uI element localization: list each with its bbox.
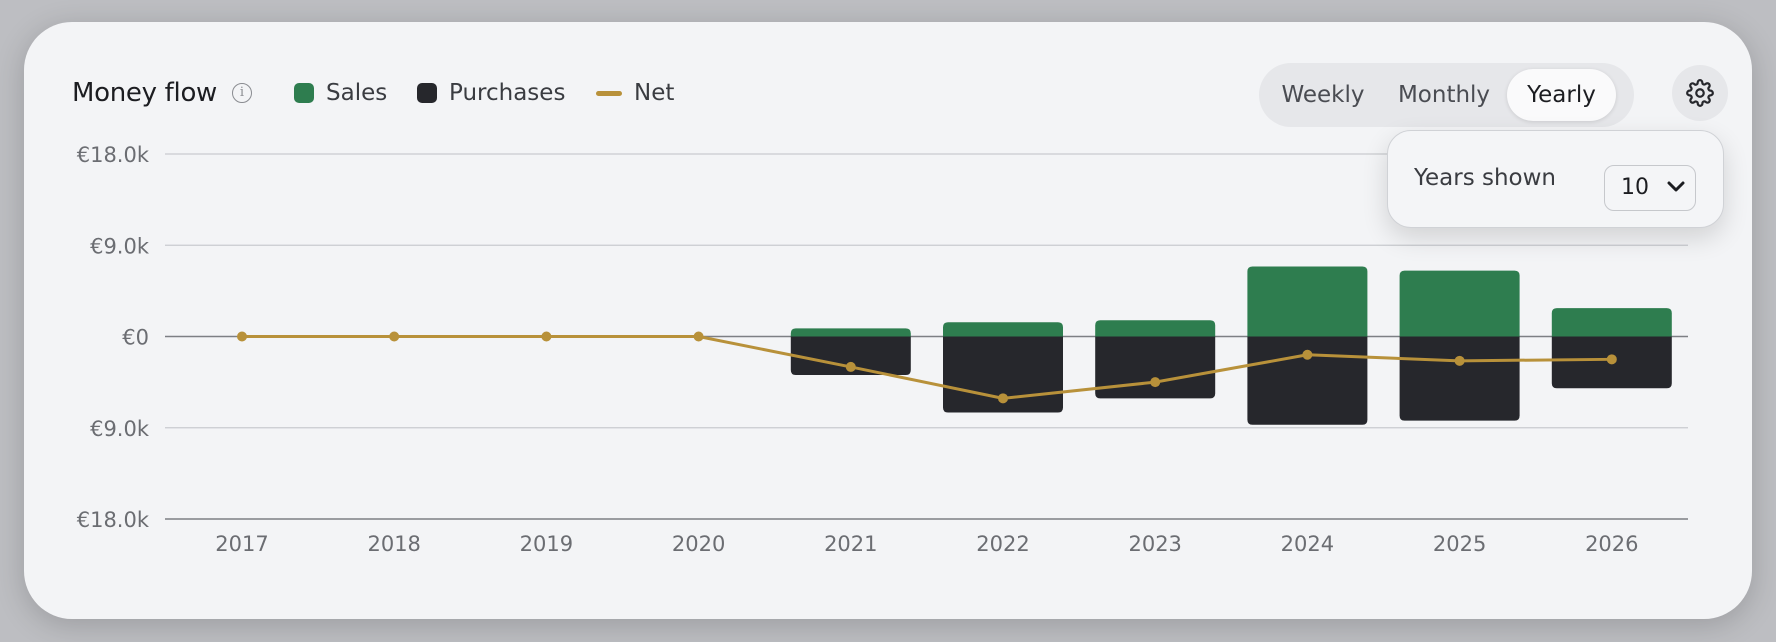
period-weekly-button[interactable]: Weekly <box>1281 82 1365 108</box>
x-tick-label: 2021 <box>824 532 877 556</box>
chart-title: Money flow <box>72 78 218 108</box>
legend-item-purchases[interactable]: Purchases <box>417 80 565 106</box>
chevron-down-icon <box>1667 181 1685 192</box>
y-tick-label: €9.0k <box>90 417 150 441</box>
y-tick-label: €18.0k <box>77 508 150 532</box>
y-tick-label: €0 <box>122 326 149 350</box>
legend-item-sales[interactable]: Sales <box>294 80 387 106</box>
net-point <box>693 331 704 342</box>
x-tick-label: 2024 <box>1281 532 1334 556</box>
purchases-bar <box>1095 336 1216 399</box>
info-icon[interactable]: i <box>232 83 252 103</box>
sales-bar <box>790 328 911 337</box>
period-monthly-button[interactable]: Monthly <box>1397 82 1491 108</box>
years-shown-value: 10 <box>1621 175 1649 200</box>
x-tick-label: 2019 <box>520 532 573 556</box>
net-point <box>1302 349 1313 360</box>
years-shown-select[interactable]: 10 <box>1604 165 1696 211</box>
legend-label-net: Net <box>634 80 675 106</box>
sales-swatch <box>294 83 314 103</box>
x-tick-label: 2018 <box>367 532 420 556</box>
net-point <box>237 331 247 342</box>
x-tick-label: 2025 <box>1433 532 1486 556</box>
y-tick-label: €18.0k <box>77 143 150 167</box>
legend-label-sales: Sales <box>326 80 388 106</box>
period-toggle: Weekly Monthly Yearly <box>1259 63 1634 127</box>
purchases-bar <box>790 336 911 376</box>
years-shown-label: Years shown <box>1414 165 1557 191</box>
x-tick-label: 2026 <box>1585 532 1638 556</box>
net-swatch <box>596 90 622 96</box>
legend-label-purchases: Purchases <box>449 80 566 106</box>
gear-icon <box>1686 79 1714 107</box>
x-tick-label: 2017 <box>215 532 268 556</box>
sales-bar <box>1247 266 1368 337</box>
period-yearly-button[interactable]: Yearly <box>1507 69 1616 121</box>
purchases-bar <box>1247 336 1368 425</box>
settings-button[interactable] <box>1672 65 1728 121</box>
settings-popover: Years shown 10 <box>1387 130 1724 228</box>
net-line <box>242 335 1612 400</box>
x-tick-label: 2020 <box>672 532 725 556</box>
y-tick-label: €9.0k <box>90 234 150 258</box>
sales-bar <box>943 322 1063 337</box>
purchases-bar <box>1399 336 1520 421</box>
net-point <box>1454 355 1465 366</box>
net-point <box>1150 377 1161 388</box>
legend-item-net[interactable]: Net <box>596 80 674 106</box>
net-point <box>998 393 1008 404</box>
net-point <box>541 331 552 342</box>
purchases-swatch <box>417 83 437 103</box>
net-point <box>389 331 400 342</box>
x-tick-label: 2022 <box>976 532 1029 556</box>
sales-bar <box>1095 320 1216 337</box>
net-point <box>845 361 856 372</box>
net-point <box>1606 354 1617 365</box>
x-tick-label: 2023 <box>1128 532 1181 556</box>
sales-bar <box>1399 270 1520 337</box>
sales-bar <box>1551 308 1672 337</box>
